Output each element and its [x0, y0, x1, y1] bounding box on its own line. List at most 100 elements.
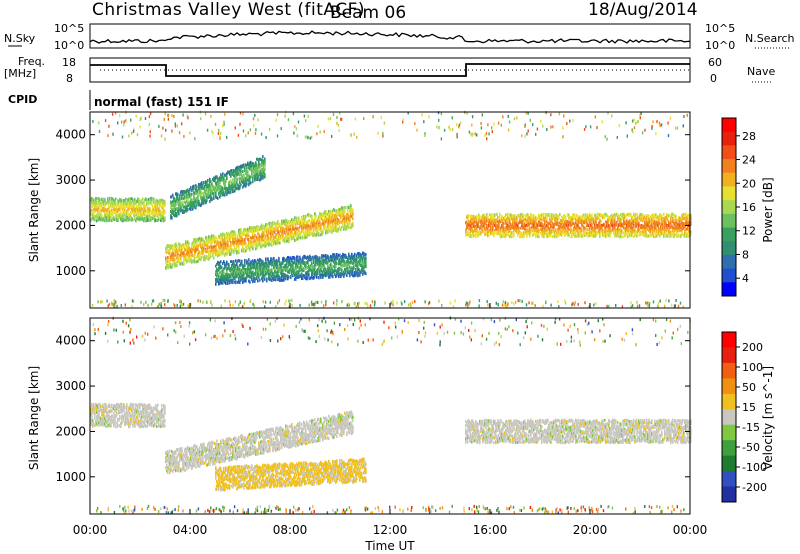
echo-cell — [303, 226, 305, 230]
echo-cell — [122, 213, 124, 217]
echo-cell — [254, 234, 256, 238]
echo-cell — [187, 240, 189, 244]
echo-cell — [148, 218, 150, 222]
echo-cell — [115, 211, 117, 214]
echo-cell — [267, 228, 269, 232]
echo-cell — [187, 198, 189, 202]
echo-cell — [102, 200, 104, 204]
echo-cell — [112, 216, 114, 220]
echo-cell — [186, 250, 188, 254]
echo-cell — [160, 219, 162, 222]
echo-cell — [222, 247, 224, 251]
echo-cell — [290, 276, 292, 280]
echo-cell — [275, 233, 277, 237]
echo-cell — [277, 238, 279, 242]
echo-cell — [134, 201, 136, 205]
echo-cell — [288, 228, 290, 232]
echo-cell — [228, 247, 230, 251]
echo-cell — [141, 214, 143, 218]
echo-cell — [258, 228, 260, 232]
echo-cell — [167, 249, 169, 253]
echo-cell — [181, 252, 183, 256]
echo-cell — [138, 205, 140, 209]
echo-cell — [231, 232, 233, 236]
echo-cell — [197, 189, 199, 193]
echo-cell — [177, 255, 179, 258]
echo-cell — [140, 201, 142, 205]
echo-cell — [299, 225, 301, 229]
echo-cell — [312, 233, 314, 237]
echo-cell — [172, 193, 174, 197]
echo-cell — [238, 248, 240, 252]
echo-cell — [257, 279, 259, 283]
echo-cell — [206, 241, 208, 245]
echo-cell — [342, 222, 344, 226]
echo-cell — [284, 222, 286, 226]
echo-cell — [130, 202, 132, 206]
echo-cell — [320, 233, 322, 237]
echo-cell — [212, 253, 214, 257]
echo-cell — [257, 229, 259, 233]
echo-cell — [300, 236, 302, 240]
echo-cell — [199, 251, 201, 255]
echo-cell — [199, 240, 201, 243]
echo-cell — [210, 241, 212, 245]
echo-cell — [313, 233, 315, 237]
echo-cell — [286, 219, 288, 223]
echo-cell — [100, 217, 102, 221]
echo-cell — [310, 227, 312, 231]
echo-cell — [204, 254, 206, 258]
echo-cell — [171, 251, 173, 255]
echo-cell — [154, 205, 156, 209]
echo-cell — [305, 225, 307, 229]
echo-cell — [164, 200, 166, 204]
echo-cell — [223, 245, 225, 249]
echo-cell — [233, 243, 235, 247]
echo-cell — [123, 213, 125, 217]
echo-cell — [240, 235, 242, 239]
echo-cell — [128, 218, 130, 222]
echo-cell — [149, 214, 151, 218]
echo-cell — [263, 226, 265, 230]
echo-cell — [124, 199, 126, 202]
echo-cell — [231, 230, 233, 234]
echo-cell — [229, 250, 231, 253]
echo-cell — [255, 243, 257, 247]
echo-cell — [230, 244, 232, 248]
echo-cell — [138, 212, 140, 216]
echo-cell — [125, 197, 127, 201]
echo-cell — [230, 231, 232, 235]
echo-cell — [264, 242, 266, 246]
echo-cell — [494, 213, 496, 217]
echo-cell — [196, 245, 198, 249]
echo-cell — [224, 242, 226, 246]
echo-cell — [184, 253, 186, 257]
echo-cell — [227, 233, 229, 237]
echo-cell — [183, 257, 185, 261]
echo-cell — [202, 249, 204, 253]
echo-cell — [259, 228, 261, 231]
echo-cell — [186, 256, 188, 260]
echo-cell — [102, 218, 104, 222]
echo-cell — [321, 231, 323, 235]
echo-cell — [167, 260, 169, 264]
echo-cell — [314, 222, 316, 226]
echo-cell — [169, 263, 171, 267]
echo-cell — [294, 216, 296, 220]
echo-cell — [145, 198, 147, 201]
freq-trace — [90, 63, 690, 77]
echo-cell — [285, 235, 287, 239]
echo-cell — [305, 227, 307, 230]
echo-cell — [154, 217, 156, 221]
echo-cell — [209, 235, 211, 239]
echo-cell — [114, 200, 116, 204]
echo-cell — [235, 234, 237, 237]
echo-cell — [321, 213, 323, 217]
echo-cell — [125, 204, 127, 208]
echo-cell — [198, 254, 200, 258]
echo-cell — [244, 239, 246, 242]
echo-cell — [264, 173, 266, 176]
echo-cell — [137, 200, 139, 203]
echo-cell — [236, 245, 238, 249]
